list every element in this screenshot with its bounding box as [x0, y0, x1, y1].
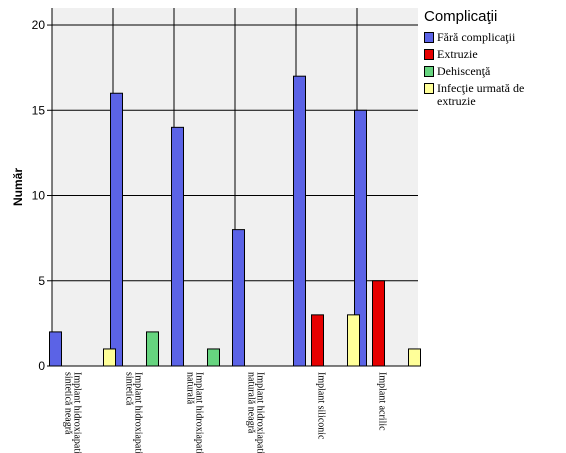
bar	[372, 280, 385, 367]
legend-item: Extruzie	[422, 48, 564, 61]
legend-item: Dehiscenţă	[422, 65, 564, 78]
bar	[311, 314, 324, 367]
x-tick-label: Implant acrilic	[377, 372, 388, 431]
bar	[171, 126, 184, 367]
x-tick-label: Implant siliconic	[316, 372, 327, 440]
y-tick-label: 0	[38, 359, 45, 373]
legend-item: Infecţie urmată de extruzie	[422, 82, 564, 108]
legend-item: Fără complicaţii	[422, 31, 564, 44]
bar	[347, 314, 360, 367]
bar	[293, 75, 306, 367]
x-tick-label: Implant hidroxiapatitănaturală neagră	[246, 372, 266, 453]
bar	[103, 348, 116, 367]
x-tick-label: Implant hidroxiapatităsintetică	[124, 372, 144, 453]
bar	[408, 348, 421, 367]
legend-swatch	[424, 83, 434, 94]
bar	[49, 331, 62, 367]
legend-title: Complicaţii	[424, 8, 498, 25]
y-tick-label: 5	[38, 274, 45, 288]
bar	[207, 348, 220, 367]
y-tick-label: 20	[32, 18, 46, 32]
y-tick-label: 10	[32, 189, 46, 203]
legend-swatch	[424, 32, 434, 43]
x-tick-label: Implant hidroxiapatităsintetică neagră	[63, 372, 83, 453]
y-tick-label: 15	[32, 103, 46, 117]
bar	[232, 229, 245, 367]
legend-swatch	[424, 49, 434, 60]
legend-label: Infecţie urmată de extruzie	[437, 81, 525, 108]
y-axis-label: Număr	[11, 168, 25, 206]
bar	[146, 331, 159, 367]
bar	[110, 92, 123, 367]
legend-label: Extruzie	[437, 47, 478, 61]
bar	[354, 109, 367, 367]
legend-label: Fără complicaţii	[437, 30, 516, 44]
x-tick-label: Implant hidroxiapatitănaturală	[185, 372, 205, 453]
legend-label: Dehiscenţă	[437, 64, 491, 78]
legend: Complicaţii Fără complicaţii Extruzie Dehi…	[422, 8, 564, 112]
legend-swatch	[424, 66, 434, 77]
